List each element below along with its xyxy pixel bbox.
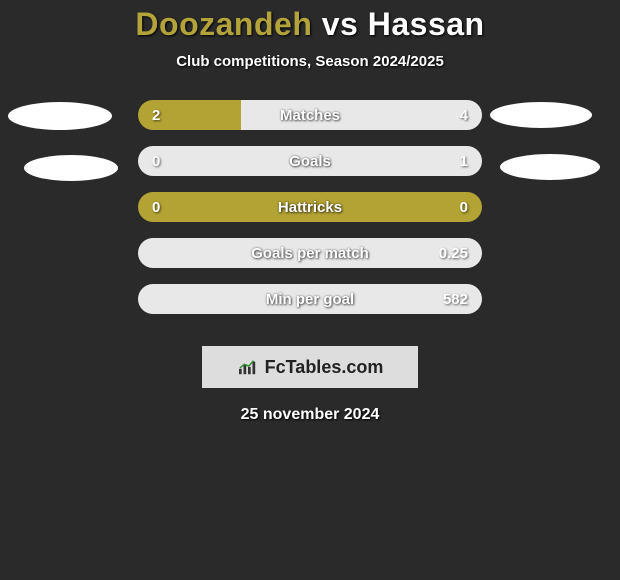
- stat-row: 01Goals: [138, 146, 482, 176]
- decorative-ellipse: [24, 155, 118, 181]
- stat-row: 0.25Goals per match: [138, 238, 482, 268]
- logo-text: FcTables.com: [265, 357, 384, 378]
- stat-bars: 24Matches 01Goals 00Hattricks 0.25Goals per…: [138, 100, 482, 314]
- stat-row: 24Matches: [138, 100, 482, 130]
- bar-fill-right: [138, 284, 482, 314]
- page-title: Doozandeh vs Hassan: [0, 0, 620, 43]
- title-player1: Doozandeh: [135, 6, 312, 42]
- comparison-stage: 24Matches 01Goals 00Hattricks 0.25Goals per…: [0, 100, 620, 330]
- bar-fill-left: [138, 192, 482, 222]
- subtitle: Club competitions, Season 2024/2025: [0, 53, 620, 70]
- bar-fill-right: [138, 238, 482, 268]
- decorative-ellipse: [8, 102, 112, 130]
- title-player2: Hassan: [368, 6, 485, 42]
- logo-box: FcTables.com: [202, 346, 418, 388]
- bar-fill-right: [138, 146, 482, 176]
- stat-row: 00Hattricks: [138, 192, 482, 222]
- decorative-ellipse: [490, 102, 592, 128]
- decorative-ellipse: [500, 154, 600, 180]
- stat-row: 582Min per goal: [138, 284, 482, 314]
- bar-fill-left: [138, 100, 241, 130]
- title-vs: vs: [322, 6, 359, 42]
- date-line: 25 november 2024: [0, 406, 620, 424]
- bar-fill-right: [241, 100, 482, 130]
- chart-icon: [237, 358, 259, 376]
